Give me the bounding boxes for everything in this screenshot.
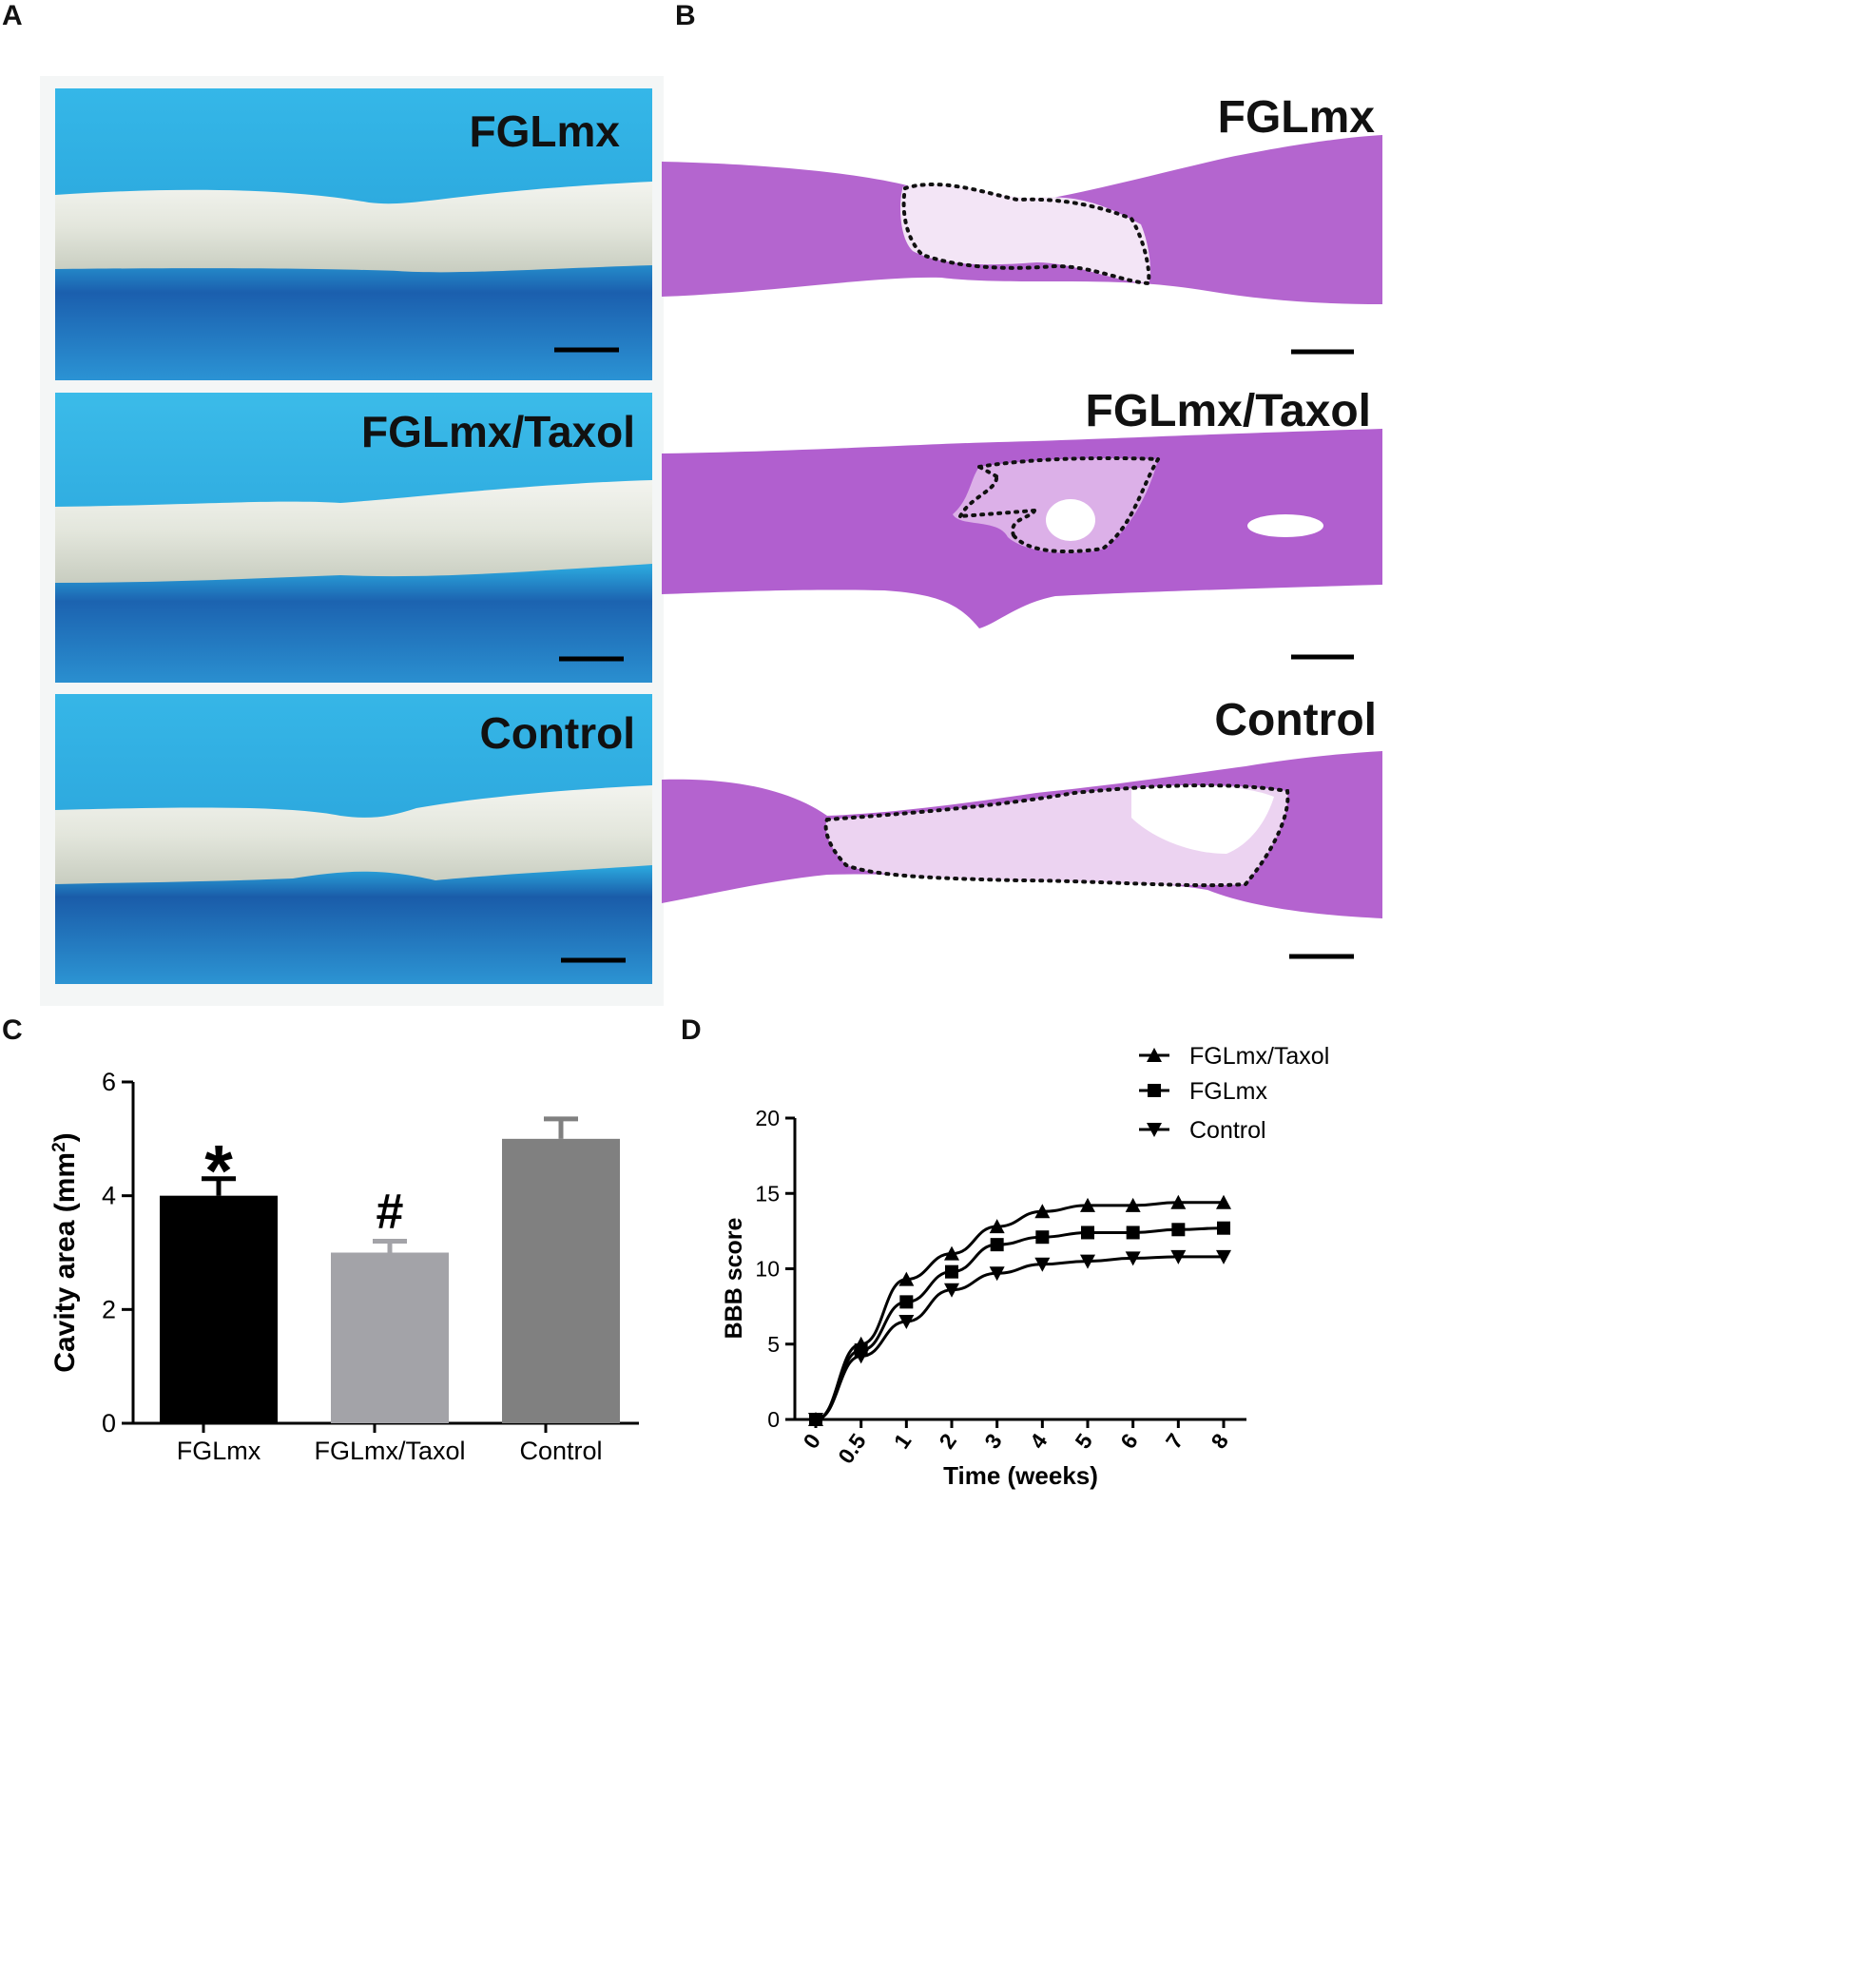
c-y-tick-label: 0	[102, 1409, 116, 1438]
chart-c-labels: * # Cavity area (mm2)	[49, 1131, 404, 1373]
histology-fglmx-image	[662, 135, 1382, 355]
c-significance-mark: #	[377, 1185, 404, 1240]
photo-fglmx-taxol-image	[55, 393, 652, 683]
c-x-tick-label: Control	[519, 1437, 602, 1465]
d-data-point	[898, 1271, 915, 1286]
histology-control: Control	[656, 694, 1388, 979]
d-data-point	[1126, 1226, 1140, 1240]
panel-d-letter: D	[681, 1014, 702, 1046]
d-data-point	[1216, 1194, 1231, 1209]
d-x-tick-label: 1	[889, 1429, 917, 1454]
d-data-point	[990, 1238, 1004, 1252]
chart-d-labels: BBB score Time (weeks)	[721, 1217, 1098, 1490]
histology-label-control: Control	[1214, 695, 1377, 745]
d-data-point	[1216, 1249, 1231, 1264]
d-legend-label: Control	[1189, 1117, 1266, 1144]
photo-control: Control	[55, 694, 652, 984]
d-legend-label: FGLmx	[1189, 1078, 1267, 1105]
d-data-point	[1217, 1221, 1230, 1235]
d-data-point	[853, 1349, 869, 1364]
d-data-point	[1080, 1254, 1095, 1269]
d-data-point	[1125, 1251, 1141, 1266]
d-data-point	[1034, 1257, 1051, 1272]
chart-d-lines	[808, 1194, 1231, 1427]
d-x-tick-label: 7	[1161, 1429, 1188, 1453]
d-x-tick-label: 5	[1070, 1429, 1097, 1454]
d-x-tick-label: 2	[934, 1429, 961, 1453]
d-y-tick-label: 20	[755, 1106, 780, 1130]
photo-label-fglmx: FGLmx	[469, 106, 620, 156]
d-x-tick-label: 0.5	[833, 1429, 871, 1468]
d-data-point	[1034, 1204, 1051, 1219]
d-data-point	[1125, 1197, 1141, 1212]
d-data-point	[989, 1219, 1005, 1234]
panel-a-photo-frame: FGLmx FGLmx/Taxol Control	[40, 76, 664, 1006]
histology-fglmx-taxol-image	[662, 429, 1382, 660]
d-legend-marker	[1148, 1084, 1161, 1097]
histology-control-image	[662, 751, 1382, 959]
photo-control-image	[55, 694, 652, 984]
d-data-point	[1171, 1223, 1186, 1237]
photo-fglmx-image	[55, 88, 652, 380]
panel-b-letter: B	[675, 0, 696, 31]
photo-fglmx: FGLmx	[55, 88, 652, 380]
d-data-point	[989, 1266, 1005, 1282]
d-legend-marker	[1147, 1048, 1162, 1062]
d-data-point	[898, 1314, 915, 1329]
d-x-axis-label: Time (weeks)	[943, 1461, 1098, 1490]
cavity-area-bar-chart: 0 2 4 6 FGLmx FGLmx/Taxol Control * # Cavity are…	[49, 1068, 639, 1465]
d-data-point	[944, 1245, 959, 1261]
photo-fglmx-taxol: FGLmx/Taxol	[55, 393, 652, 683]
photo-label-fglmx-taxol: FGLmx/Taxol	[361, 407, 635, 456]
d-series-line-FGLmx/Taxol	[815, 1201, 1224, 1421]
d-y-tick-label: 0	[767, 1407, 780, 1432]
chart-c-ticks: 0 2 4 6 FGLmx FGLmx/Taxol Control	[102, 1068, 603, 1465]
d-data-point	[1170, 1249, 1187, 1264]
photo-label-control: Control	[479, 708, 635, 758]
d-y-axis-label: BBB score	[721, 1217, 747, 1339]
chart-d-legend: FGLmx/Taxol FGLmx Control	[1139, 1046, 1329, 1144]
panel-a-letter: A	[2, 0, 23, 31]
d-x-tick-label: 0	[798, 1429, 825, 1453]
d-data-point	[1035, 1230, 1050, 1245]
chart-c-bars	[160, 1116, 620, 1423]
d-x-tick-label: 8	[1206, 1429, 1233, 1454]
histology-label-fglmx: FGLmx	[1217, 92, 1375, 143]
d-x-tick-label: 3	[979, 1429, 1007, 1453]
c-y-tick-label: 4	[102, 1182, 116, 1210]
histology-fglmx: FGLmx	[656, 92, 1388, 380]
c-x-tick-label: FGLmx/Taxol	[314, 1437, 465, 1465]
c-significance-mark: *	[204, 1131, 233, 1212]
d-legend-marker	[1147, 1123, 1162, 1137]
d-data-point	[1081, 1226, 1094, 1240]
d-data-point	[1170, 1194, 1187, 1209]
c-y-tick-label: 6	[102, 1068, 116, 1096]
c-bar-FGLmx/Taxol	[331, 1252, 449, 1423]
histology-label-fglmx-taxol: FGLmx/Taxol	[1085, 386, 1372, 436]
d-y-tick-label: 15	[755, 1181, 780, 1206]
d-data-point	[944, 1283, 959, 1298]
d-y-tick-label: 10	[755, 1257, 780, 1282]
c-y-tick-label: 2	[102, 1295, 116, 1323]
histology-fglmx-taxol: FGLmx/Taxol	[656, 385, 1388, 670]
panel-c-letter: C	[2, 1014, 23, 1046]
d-data-point	[899, 1295, 914, 1309]
d-legend-label: FGLmx/Taxol	[1189, 1046, 1329, 1070]
c-x-tick-label: FGLmx	[177, 1437, 261, 1465]
d-data-point	[1080, 1197, 1095, 1212]
d-data-point	[945, 1264, 958, 1279]
c-bar-Control	[502, 1138, 620, 1423]
d-x-tick-label: 4	[1025, 1429, 1053, 1454]
d-x-tick-label: 6	[1115, 1429, 1143, 1453]
c-y-axis-label: Cavity area (mm2)	[49, 1132, 82, 1372]
c-bar-FGLmx	[160, 1195, 278, 1423]
d-y-tick-label: 5	[767, 1332, 780, 1357]
